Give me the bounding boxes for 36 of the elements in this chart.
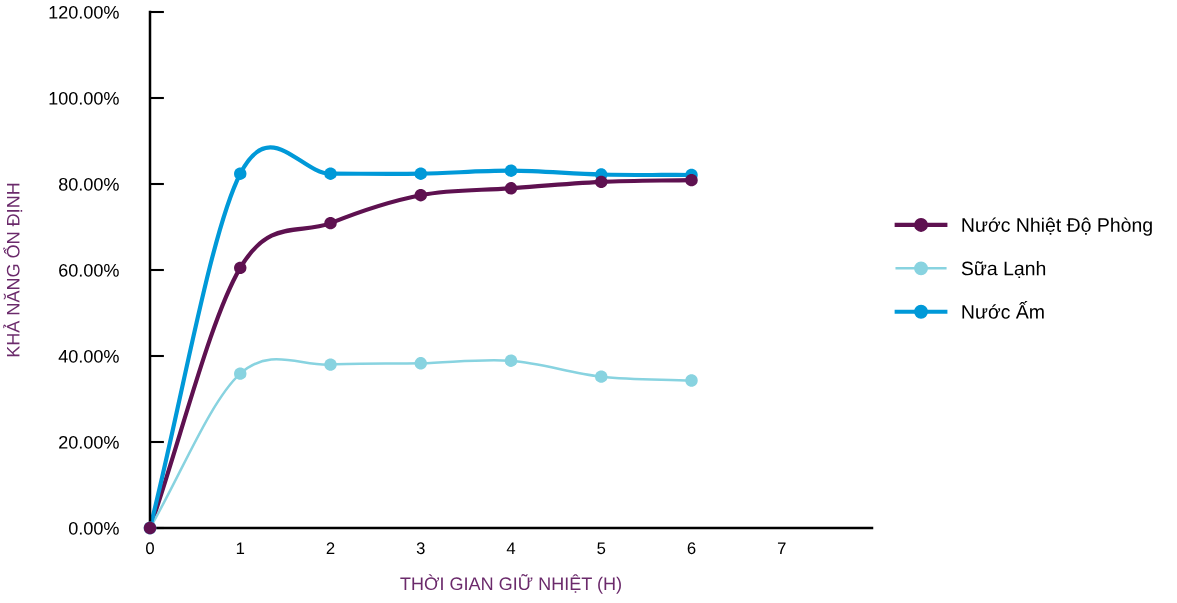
x-axis-title: THỜI GIAN GIỮ NHIỆT (H) <box>400 574 621 594</box>
point <box>685 173 698 187</box>
y-tick-label: 20.00% <box>59 435 119 449</box>
point <box>504 164 518 177</box>
y-tick-label: 120.00% <box>49 5 119 19</box>
x-tick-label: 7 <box>777 542 786 554</box>
x-tick-label: 0 <box>146 542 154 555</box>
legend-label: Nước Nhiệt Độ Phòng <box>962 217 1152 236</box>
point <box>234 261 247 275</box>
point <box>324 167 337 180</box>
point <box>234 167 247 180</box>
y-tick-label: 0.00% <box>68 521 119 535</box>
legend-label: Nước Ấm <box>962 301 1044 319</box>
point <box>414 357 427 370</box>
y-tick-label: 40.00% <box>58 349 119 363</box>
point <box>504 354 518 367</box>
point <box>504 182 518 195</box>
point <box>234 367 247 380</box>
y-tick-label: 60.00% <box>59 263 119 277</box>
point <box>324 358 337 371</box>
y-tick-label: 100.00% <box>49 91 119 105</box>
point <box>595 370 608 383</box>
point <box>685 374 698 387</box>
x-tick-label: 6 <box>687 542 696 555</box>
y-axis-title: KHẢ NĂNG ỔN ĐỊNH <box>3 183 23 357</box>
point <box>414 167 427 180</box>
y-tick-label: 80.00% <box>59 177 119 191</box>
point <box>324 216 337 230</box>
x-tick-label: 1 <box>236 542 245 554</box>
x-tick-label: 5 <box>597 542 606 555</box>
x-tick-label: 4 <box>506 542 516 554</box>
point <box>414 188 427 202</box>
x-tick-label: 3 <box>416 542 425 555</box>
point <box>595 175 608 189</box>
legend-label: Sữa Lạnh <box>961 261 1046 279</box>
x-tick-label: 2 <box>326 542 335 554</box>
